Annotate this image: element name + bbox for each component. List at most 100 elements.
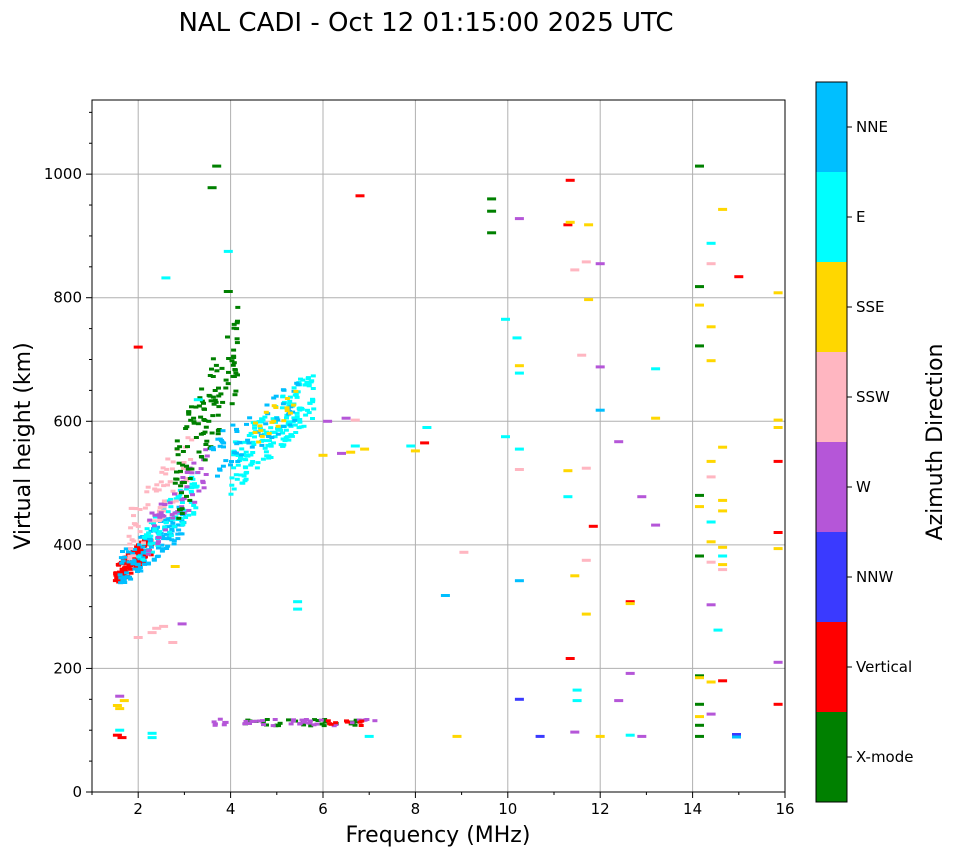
data-point [231, 487, 237, 491]
data-point [114, 577, 120, 581]
data-point [706, 603, 716, 607]
data-point [248, 453, 254, 457]
data-point [230, 423, 236, 427]
data-point [162, 525, 168, 529]
data-point [212, 723, 218, 727]
data-point [706, 680, 716, 684]
data-point [695, 702, 704, 706]
data-point [266, 435, 272, 439]
data-point [252, 431, 258, 434]
x-tick-label: 6 [318, 800, 328, 818]
data-point [563, 469, 573, 473]
data-point [314, 722, 320, 726]
data-point [595, 734, 605, 738]
data-point [346, 450, 356, 454]
data-point [264, 718, 270, 721]
data-point [305, 408, 310, 412]
data-point [291, 386, 297, 390]
data-point [256, 440, 262, 444]
data-point [152, 541, 157, 545]
data-point [156, 546, 161, 550]
data-point [158, 511, 164, 515]
data-point [127, 554, 133, 558]
data-point [187, 477, 193, 480]
data-point [228, 463, 233, 467]
data-point [161, 505, 167, 509]
data-point [126, 560, 132, 564]
data-point [198, 467, 204, 471]
data-point [137, 543, 142, 547]
data-point [301, 424, 307, 428]
data-point [216, 405, 222, 409]
data-point [145, 552, 151, 556]
data-point [122, 555, 127, 559]
data-point [161, 514, 167, 518]
data-point [299, 718, 305, 722]
data-point [248, 431, 254, 435]
data-point [352, 723, 358, 727]
data-point [180, 523, 186, 527]
data-point [298, 377, 303, 381]
data-point [284, 406, 290, 410]
data-point [189, 486, 194, 490]
data-point [234, 442, 240, 446]
data-point [514, 364, 524, 368]
data-point [133, 507, 139, 511]
data-point [255, 461, 261, 465]
data-point [153, 489, 159, 493]
data-point [132, 567, 138, 571]
data-point [565, 178, 575, 182]
data-point [211, 720, 217, 724]
data-point [186, 410, 192, 414]
data-point [565, 220, 575, 224]
data-point [250, 451, 256, 454]
x-tick-label: 2 [133, 800, 143, 818]
data-point [292, 418, 298, 422]
data-point [203, 473, 209, 476]
data-point [156, 540, 161, 544]
data-point [245, 438, 251, 442]
data-point [241, 457, 247, 461]
plot-frame [91, 99, 786, 793]
data-point [321, 724, 327, 728]
data-point [440, 594, 450, 597]
data-point [595, 262, 605, 266]
data-point [292, 423, 298, 427]
data-point [187, 498, 193, 502]
data-point [172, 492, 177, 496]
data-point [133, 345, 143, 349]
data-point [293, 431, 299, 434]
data-point [183, 516, 189, 519]
data-point [501, 435, 510, 439]
data-point [140, 545, 146, 549]
data-point [695, 344, 704, 348]
data-point [614, 699, 624, 703]
data-point [773, 291, 783, 295]
data-point [151, 558, 157, 562]
data-point [135, 570, 140, 573]
data-point [257, 424, 263, 428]
data-point [181, 461, 187, 464]
data-point [176, 528, 182, 532]
data-point [259, 434, 265, 438]
data-point [706, 475, 716, 479]
data-point [174, 470, 179, 474]
data-point [172, 481, 178, 485]
y-tick-label: 600 [53, 412, 82, 430]
data-point [293, 389, 299, 393]
data-point [172, 511, 178, 515]
data-marks [112, 164, 783, 740]
data-point [141, 551, 147, 555]
data-point [176, 461, 182, 465]
data-point [183, 509, 189, 513]
data-point [282, 439, 288, 443]
data-point [718, 554, 728, 558]
data-point [186, 513, 192, 517]
data-point [422, 426, 432, 429]
data-point [512, 336, 522, 340]
data-point [155, 554, 161, 558]
data-point [184, 494, 189, 498]
data-point [189, 467, 195, 471]
data-point [169, 538, 175, 542]
data-point [177, 622, 187, 626]
